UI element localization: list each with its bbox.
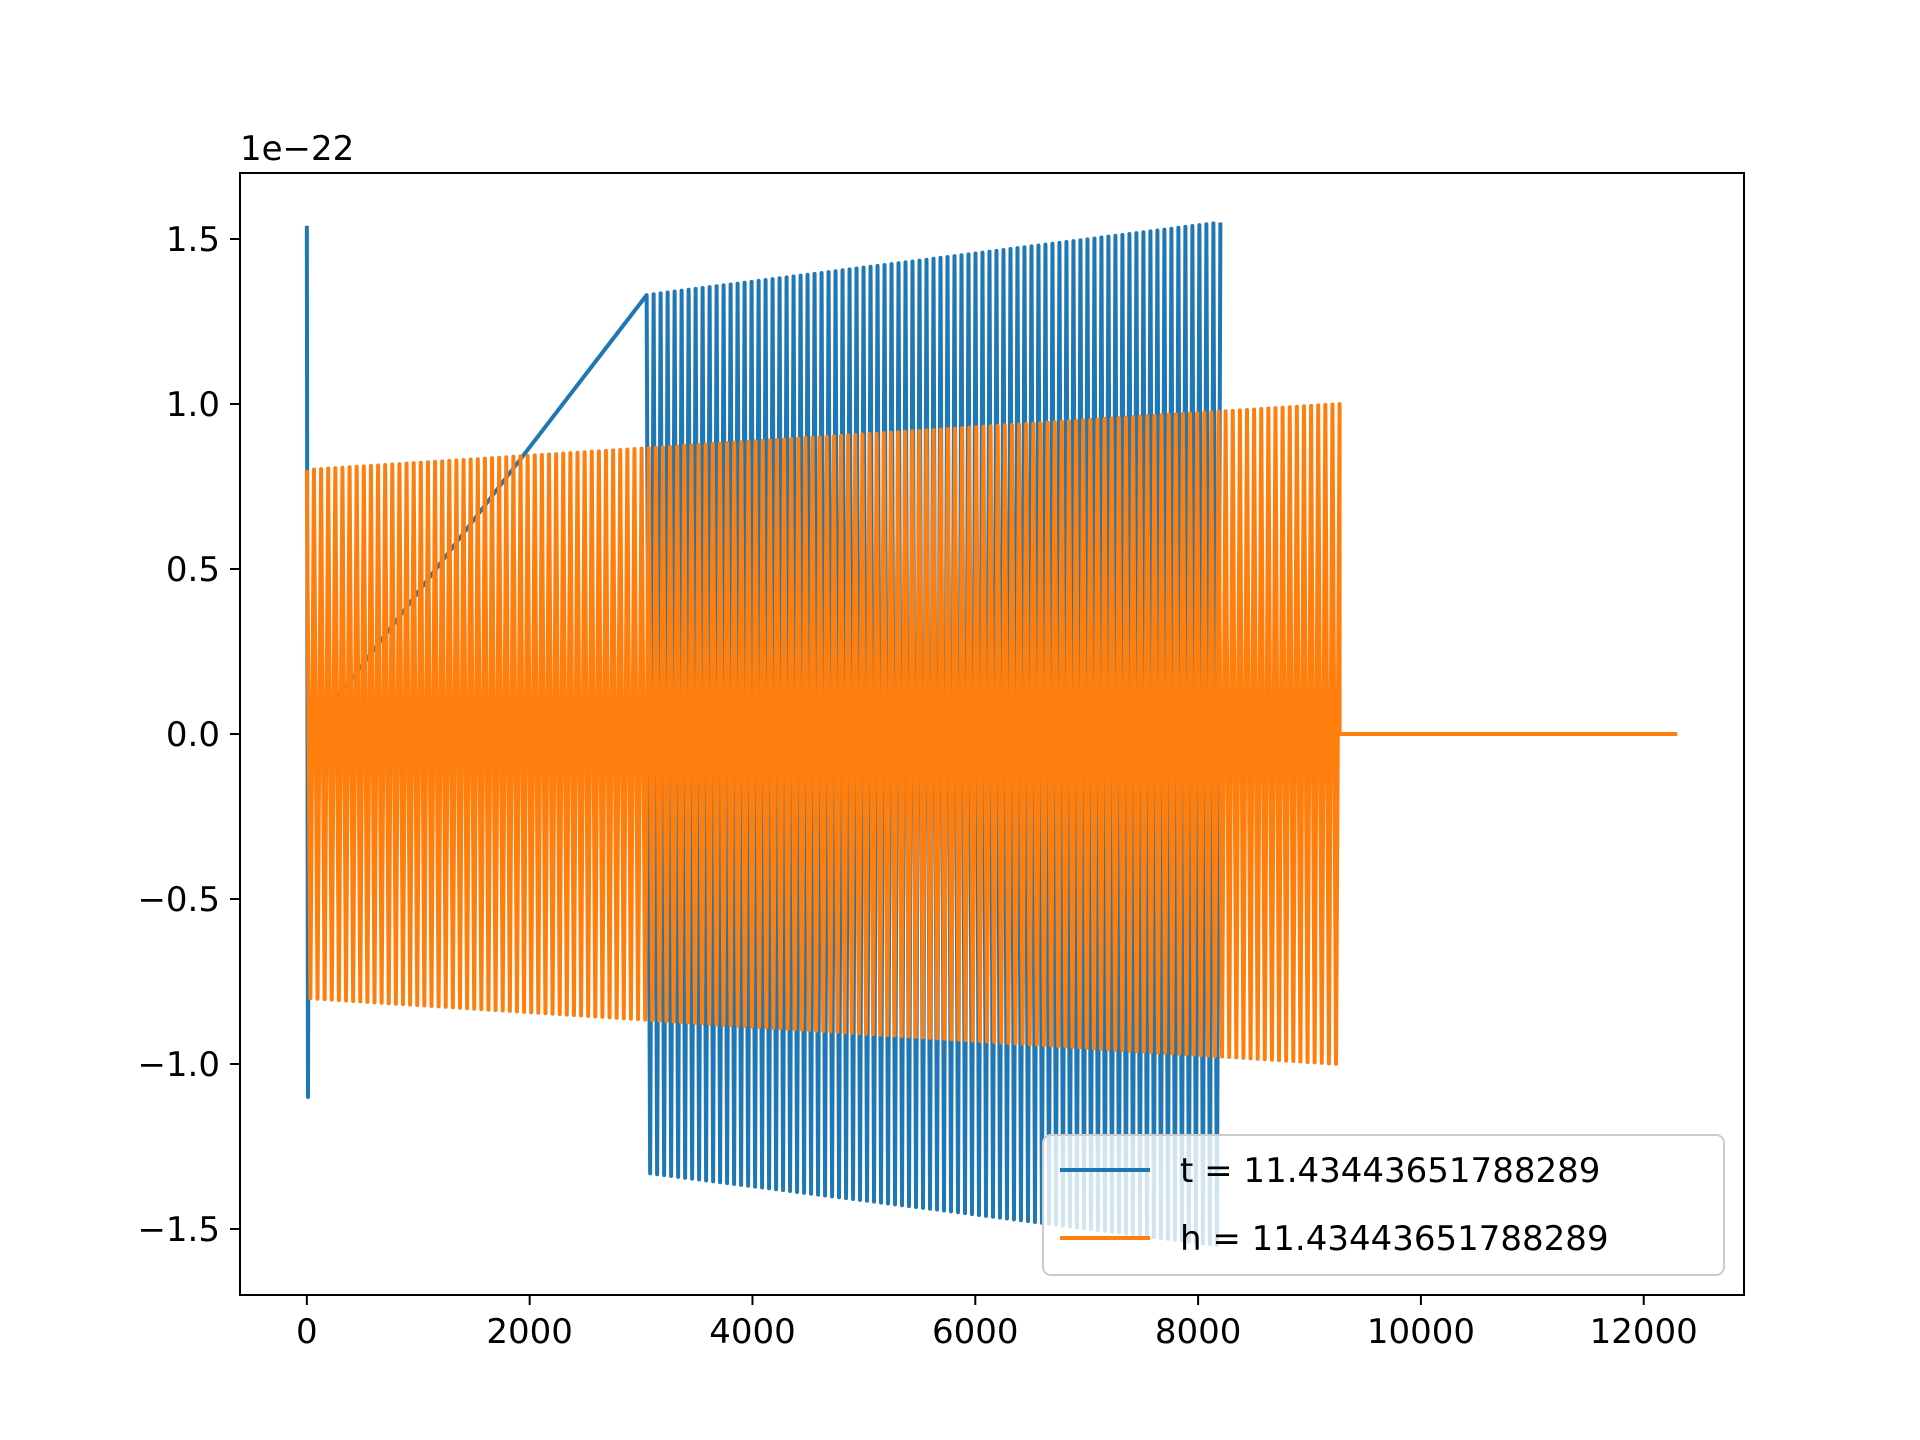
- y-tick-label: 0.5: [166, 550, 220, 590]
- series-line-h: [304, 402, 1678, 1066]
- series-layer: [304, 221, 1678, 1248]
- x-axis: 0 2000 4000 6000 8000 10000 12000: [296, 1295, 1698, 1352]
- legend-box: [1042, 1134, 1725, 1276]
- legend-label-h: h = 11.43443651788289: [1180, 1219, 1609, 1259]
- x-tick-label: 2000: [486, 1312, 573, 1352]
- x-tick-label: 12000: [1590, 1312, 1698, 1352]
- y-tick-label: −1.0: [137, 1045, 220, 1085]
- y-tick-label: 0.0: [166, 715, 220, 755]
- y-tick-label: −0.5: [137, 880, 220, 920]
- legend-label-t: t = 11.43443651788289: [1180, 1151, 1600, 1191]
- y-tick-label: 1.5: [166, 220, 220, 260]
- y-offset-text: 1e−22: [240, 129, 354, 169]
- x-tick-label: 0: [296, 1312, 318, 1352]
- y-axis: −1.5 −1.0 −0.5 0.0 0.5 1.0 1.5: [137, 220, 240, 1250]
- x-tick-label: 10000: [1367, 1312, 1475, 1352]
- x-tick-label: 8000: [1155, 1312, 1242, 1352]
- y-tick-label: −1.5: [137, 1210, 220, 1250]
- x-tick-label: 6000: [932, 1312, 1019, 1352]
- y-tick-label: 1.0: [166, 385, 220, 425]
- legend: t = 11.43443651788289 h = 11.43443651788…: [1042, 1134, 1725, 1276]
- x-tick-label: 4000: [709, 1312, 796, 1352]
